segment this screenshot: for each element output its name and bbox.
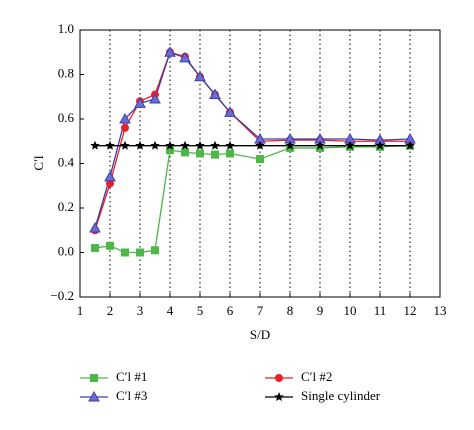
x-tick-label: 3 [137, 303, 144, 318]
x-tick-label: 1 [77, 303, 84, 318]
legend-marker [274, 392, 284, 402]
data-point [165, 140, 175, 150]
series-line [94, 145, 411, 254]
x-tick-label: 12 [404, 303, 417, 318]
data-point [224, 106, 236, 117]
data-point [286, 143, 294, 152]
y-tick-label: 0.8 [58, 65, 74, 80]
data-point [316, 143, 324, 152]
y-tick-label: 0.0 [58, 243, 74, 258]
x-tick-label: 9 [317, 303, 324, 318]
data-point [196, 149, 204, 158]
y-axis-label: C′l [31, 155, 46, 171]
data-point [405, 140, 415, 150]
data-point [181, 148, 189, 157]
series-line [94, 51, 410, 231]
data-point [211, 150, 219, 159]
data-point [179, 51, 191, 63]
data-point [151, 246, 159, 255]
data-point [194, 70, 206, 82]
data-point [119, 112, 131, 124]
legend-label: Single cylinder [301, 388, 381, 403]
data-point [285, 140, 295, 150]
data-point [166, 146, 174, 155]
data-point [210, 140, 220, 150]
data-point [105, 140, 115, 150]
x-tick-label: 11 [374, 303, 387, 318]
legend-marker [275, 374, 283, 382]
legend-marker [88, 390, 100, 402]
legend-label: C′l #2 [301, 369, 332, 384]
y-tick-label: −0.2 [50, 288, 74, 303]
data-point [120, 140, 130, 150]
legend-marker [90, 374, 98, 382]
data-point [315, 140, 325, 150]
data-point [255, 140, 265, 150]
x-tick-label: 4 [167, 303, 174, 318]
plot-frame [79, 29, 441, 298]
data-point [149, 92, 161, 104]
series-line [94, 51, 411, 229]
x-axis-label: S/D [250, 327, 270, 342]
data-point [104, 170, 116, 182]
data-point [106, 179, 114, 188]
data-point [150, 140, 160, 150]
data-point [209, 88, 221, 100]
data-point [136, 248, 144, 257]
data-point [135, 140, 145, 150]
x-tick-label: 8 [287, 303, 294, 318]
data-point [226, 149, 234, 158]
data-point [121, 123, 129, 132]
data-point [91, 244, 99, 253]
data-point [345, 140, 355, 150]
data-point [375, 140, 385, 150]
x-tick-label: 2 [107, 303, 114, 318]
data-point [195, 140, 205, 150]
data-point [225, 140, 235, 150]
y-tick-label: 0.4 [58, 154, 75, 169]
data-point [164, 46, 176, 57]
x-tick-label: 6 [227, 303, 234, 318]
legend-label: C′l #1 [116, 369, 147, 384]
data-point [256, 155, 264, 164]
data-point [180, 140, 190, 150]
x-tick-label: 13 [434, 303, 447, 318]
legend-label: C′l #3 [116, 388, 147, 403]
x-tick-label: 5 [197, 303, 204, 318]
data-point [121, 248, 129, 257]
x-tick-label: 7 [257, 303, 264, 318]
y-tick-label: 0.6 [58, 110, 75, 125]
x-tick-label: 10 [344, 303, 357, 318]
data-point [106, 241, 114, 250]
data-point [90, 140, 100, 150]
y-tick-label: 0.2 [58, 199, 74, 214]
data-point [89, 221, 101, 233]
data-point [134, 97, 146, 108]
y-tick-label: 1.0 [58, 21, 74, 36]
